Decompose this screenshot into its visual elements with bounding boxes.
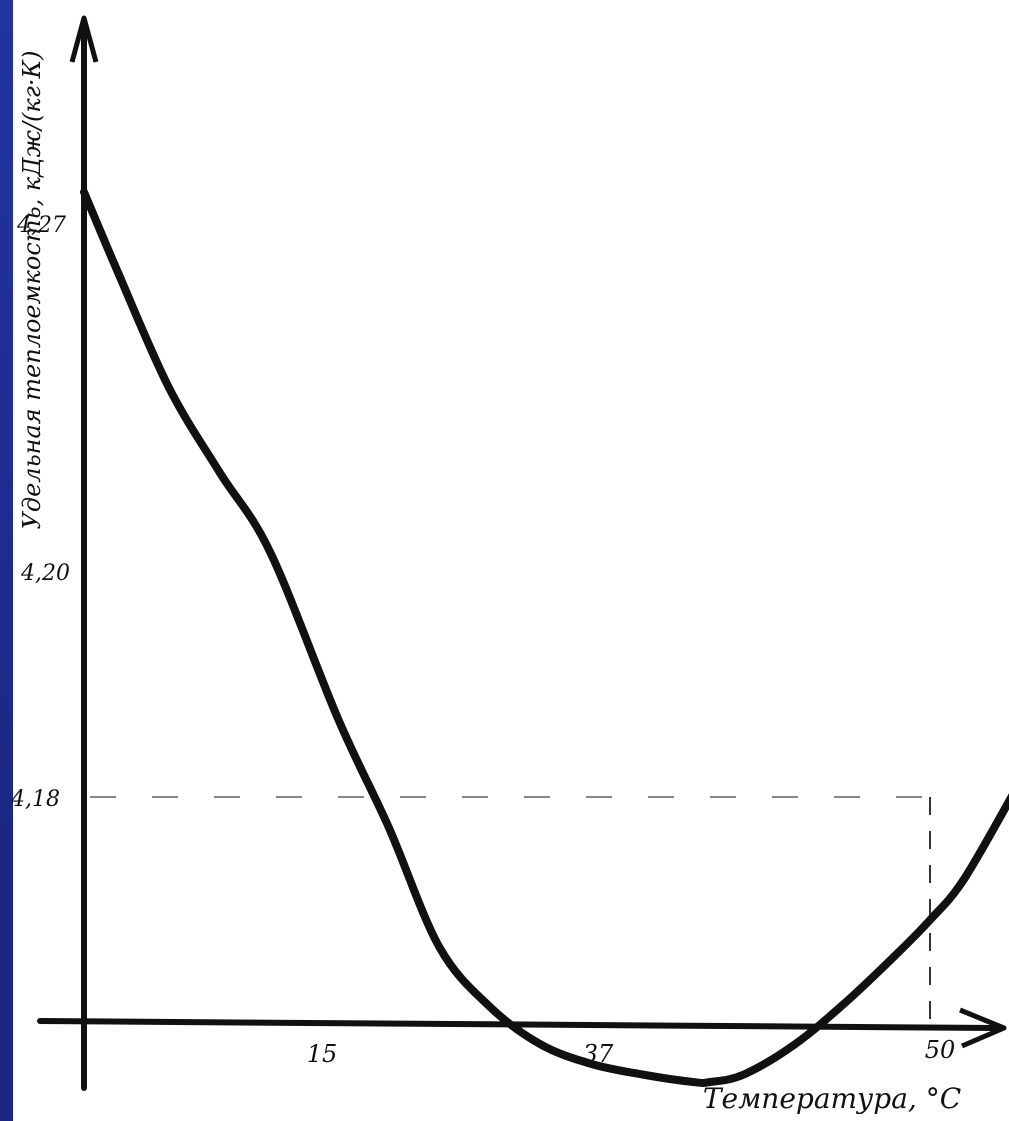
y-tick-label: 4,20 [20,561,70,586]
x-axis-arrow [959,1007,1007,1049]
series-line [80,188,1009,1087]
x-tick-label: 15 [307,1040,338,1068]
x-axis-label: Температура, °С [703,1082,961,1115]
y-axis-arrow [69,15,99,63]
y-axis-label: Удельная теплоемкость, кДж/(кг·К) [18,51,46,530]
y-tick-label: 4,18 [10,787,60,812]
x-axis [37,1018,999,1031]
y-tick-label: 4,27 [16,213,66,238]
chart-paper [13,0,1009,1121]
x-tick-label: 50 [925,1036,956,1064]
x-tick-label: 37 [583,1040,614,1068]
